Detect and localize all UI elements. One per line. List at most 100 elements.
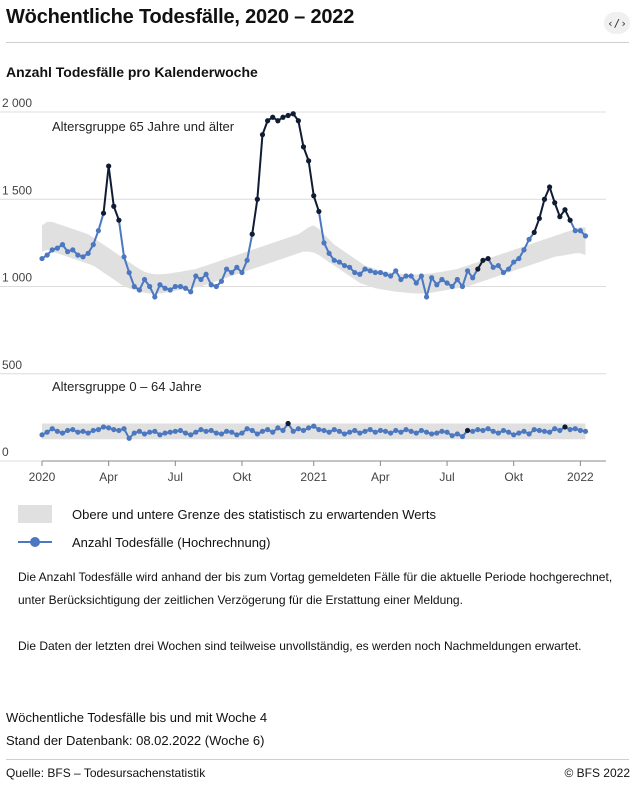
chart-subtitle: Anzahl Todesfälle pro Kalenderwoche [6, 64, 258, 80]
series-0-point [464, 268, 471, 274]
series-1-point [521, 428, 527, 434]
series-0-point [526, 236, 532, 242]
series-1-point [398, 429, 404, 435]
series-0-point [90, 242, 96, 248]
series-1-point [234, 432, 240, 438]
series-0-point [429, 275, 435, 281]
series-0-point [152, 294, 158, 300]
copyright-label: © BFS 2022 [564, 766, 630, 780]
series-1-point [362, 428, 368, 434]
series-0-segment [117, 219, 126, 258]
series-0-point [352, 269, 358, 276]
series-1-point [439, 428, 445, 434]
series-1-point [295, 426, 301, 432]
series-1-point [516, 430, 522, 436]
series-0-point [511, 259, 517, 265]
series-0-point [490, 264, 496, 270]
series-0-point [382, 271, 389, 277]
series-1-point [511, 432, 517, 438]
series-1-point [39, 432, 45, 438]
series-0-point [280, 114, 286, 120]
series-0-point [136, 287, 143, 293]
series-1-point [480, 427, 486, 434]
series-1-point [495, 430, 501, 436]
y-tick-label: 2 000 [2, 96, 32, 110]
series-1-point [434, 430, 440, 436]
series-1-point [352, 427, 358, 434]
legend-line-label: Anzahl Todesfälle (Hochrechnung) [72, 534, 271, 550]
series-0-point [372, 269, 378, 276]
series-1-point [429, 431, 435, 437]
series-1-point [126, 435, 132, 441]
series-0-point [434, 282, 440, 288]
series-1-point [475, 426, 481, 433]
series-1-point [582, 428, 589, 434]
series-0-segment [548, 186, 556, 204]
x-tick-label: 2020 [29, 470, 56, 484]
code-icon: ‹/› [607, 16, 627, 30]
series-0-point [439, 276, 445, 283]
series-0-point [326, 250, 332, 256]
series-1-point [372, 429, 378, 435]
note-paragraph-1: Die Anzahl Todesfälle wird anhand der bi… [18, 570, 613, 607]
series-0-point [126, 269, 132, 276]
series-0-point [413, 280, 419, 286]
series-0-point [116, 217, 122, 223]
series-1-point [80, 428, 86, 434]
x-axis: 2020 Apr Jul Okt 2021 Apr Jul Okt 2022 [29, 460, 606, 484]
series-0-segment [425, 276, 433, 298]
series-0-point [536, 215, 542, 222]
series-0-point [362, 266, 368, 272]
series-1-point [413, 430, 419, 436]
series-0-point [265, 118, 271, 124]
series-0-point [244, 257, 250, 263]
series-0-point [541, 196, 548, 202]
series-1-point [177, 427, 184, 434]
series-1-point [259, 428, 266, 434]
series-0-point [177, 283, 184, 290]
series-1-point [95, 426, 101, 433]
x-tick-label: Apr [371, 470, 390, 484]
series-1-point [223, 428, 230, 434]
series-0-point [121, 254, 127, 260]
series-0-point [203, 271, 209, 277]
series-1-point [357, 430, 363, 436]
series-0-point [95, 228, 101, 234]
series-1-point [218, 431, 225, 437]
series-0-point [223, 266, 230, 272]
series-0-point [54, 245, 60, 251]
series-0-point [254, 196, 260, 202]
series-0-point [85, 250, 91, 256]
series-0-point [449, 283, 455, 290]
series-0-point [147, 283, 153, 290]
series-0-point [198, 276, 204, 283]
series-1-point [341, 431, 348, 437]
series-0-point [572, 228, 578, 234]
series-1-point [490, 428, 496, 434]
y-tick-label: 1 000 [2, 271, 32, 285]
series-1-point [403, 426, 409, 433]
series-1-point [203, 428, 209, 434]
annotation-65-plus: Altersgruppe 65 Jahre und älter [52, 119, 235, 134]
x-tick-label: Okt [233, 470, 252, 484]
series-0-point [475, 266, 481, 272]
embed-code-button[interactable]: ‹/› [604, 12, 630, 34]
series-1-point [172, 428, 178, 434]
series-0-point [567, 217, 573, 223]
series-1-point [167, 429, 173, 435]
x-tick-label: Apr [99, 470, 118, 484]
series-1-point [562, 424, 568, 430]
series-1-point [577, 427, 583, 434]
series-0-point [454, 276, 460, 283]
series-1-point [454, 431, 460, 437]
series-0-point [403, 273, 409, 279]
series-0-point [331, 257, 337, 263]
series-0-point [495, 262, 501, 269]
series-0-point [167, 287, 173, 293]
series-1-point [290, 428, 296, 434]
y-tick-label: 0 [2, 445, 9, 459]
series-0-point [311, 193, 317, 199]
series-0-segment [538, 198, 546, 220]
series-1-point [70, 426, 76, 433]
legend-item-line: Anzahl Todesfälle (Hochrechnung) [18, 533, 271, 551]
